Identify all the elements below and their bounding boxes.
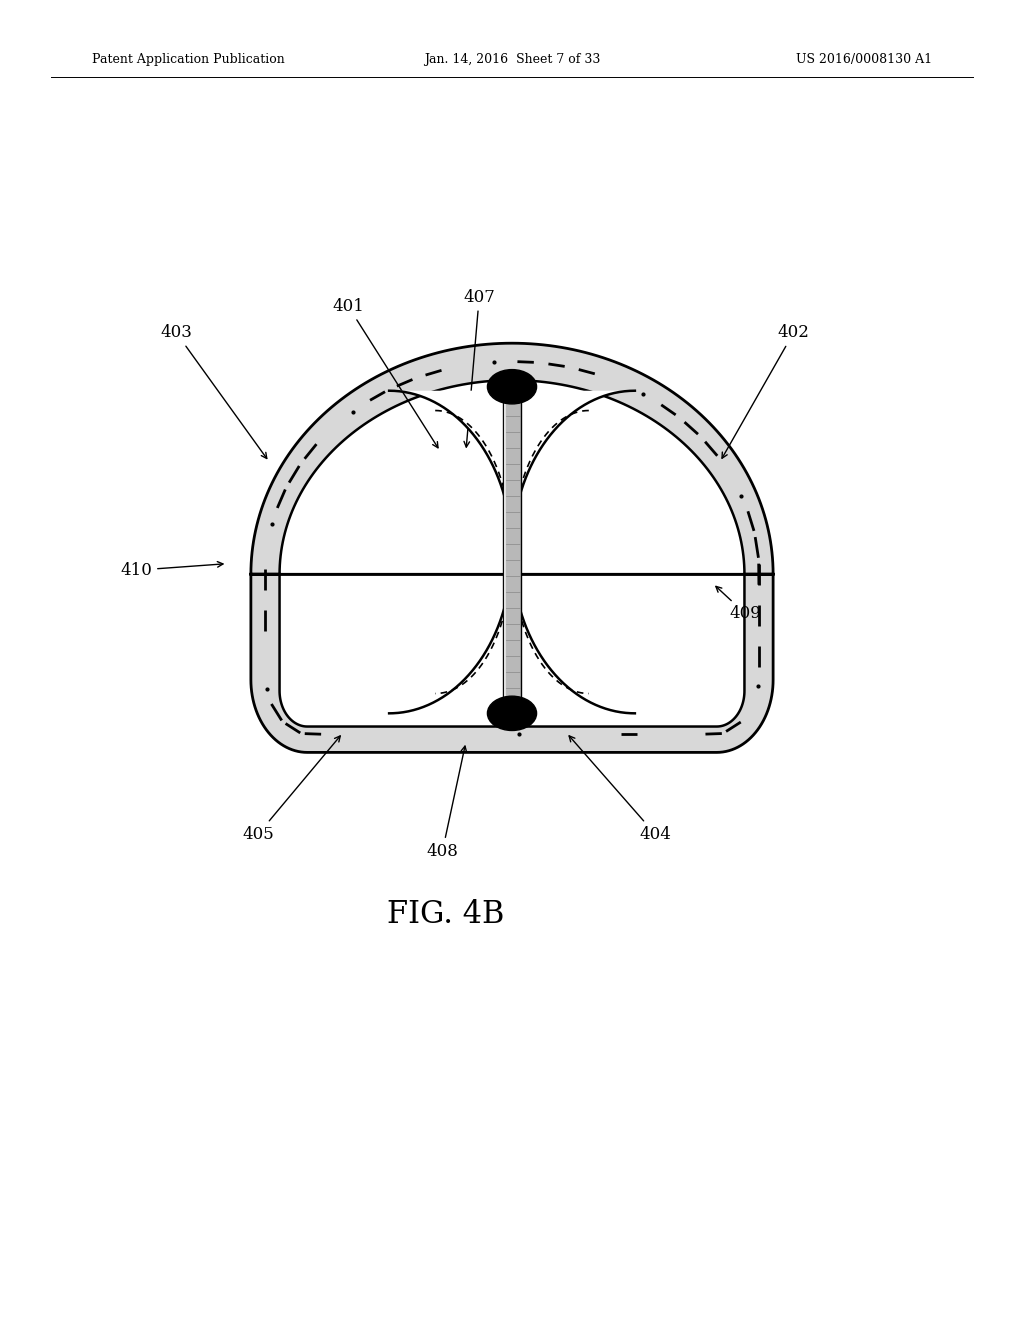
- Text: Jan. 14, 2016  Sheet 7 of 33: Jan. 14, 2016 Sheet 7 of 33: [424, 53, 600, 66]
- Bar: [503, 393, 521, 710]
- Polygon shape: [280, 380, 744, 726]
- Polygon shape: [389, 391, 635, 713]
- Text: US 2016/0008130 A1: US 2016/0008130 A1: [796, 53, 932, 66]
- Text: 403: 403: [160, 325, 267, 458]
- Text: Patent Application Publication: Patent Application Publication: [92, 53, 285, 66]
- Text: 408: 408: [426, 746, 467, 859]
- Text: 401: 401: [332, 298, 438, 447]
- Text: 402: 402: [722, 325, 810, 458]
- Text: 410: 410: [120, 561, 223, 578]
- Text: 409: 409: [716, 586, 762, 622]
- Ellipse shape: [487, 370, 537, 404]
- Text: 407: 407: [463, 289, 496, 447]
- Text: FIG. 4B: FIG. 4B: [387, 899, 504, 931]
- Ellipse shape: [487, 696, 537, 730]
- Text: 404: 404: [569, 735, 672, 842]
- Text: 405: 405: [242, 737, 340, 842]
- Polygon shape: [251, 343, 773, 752]
